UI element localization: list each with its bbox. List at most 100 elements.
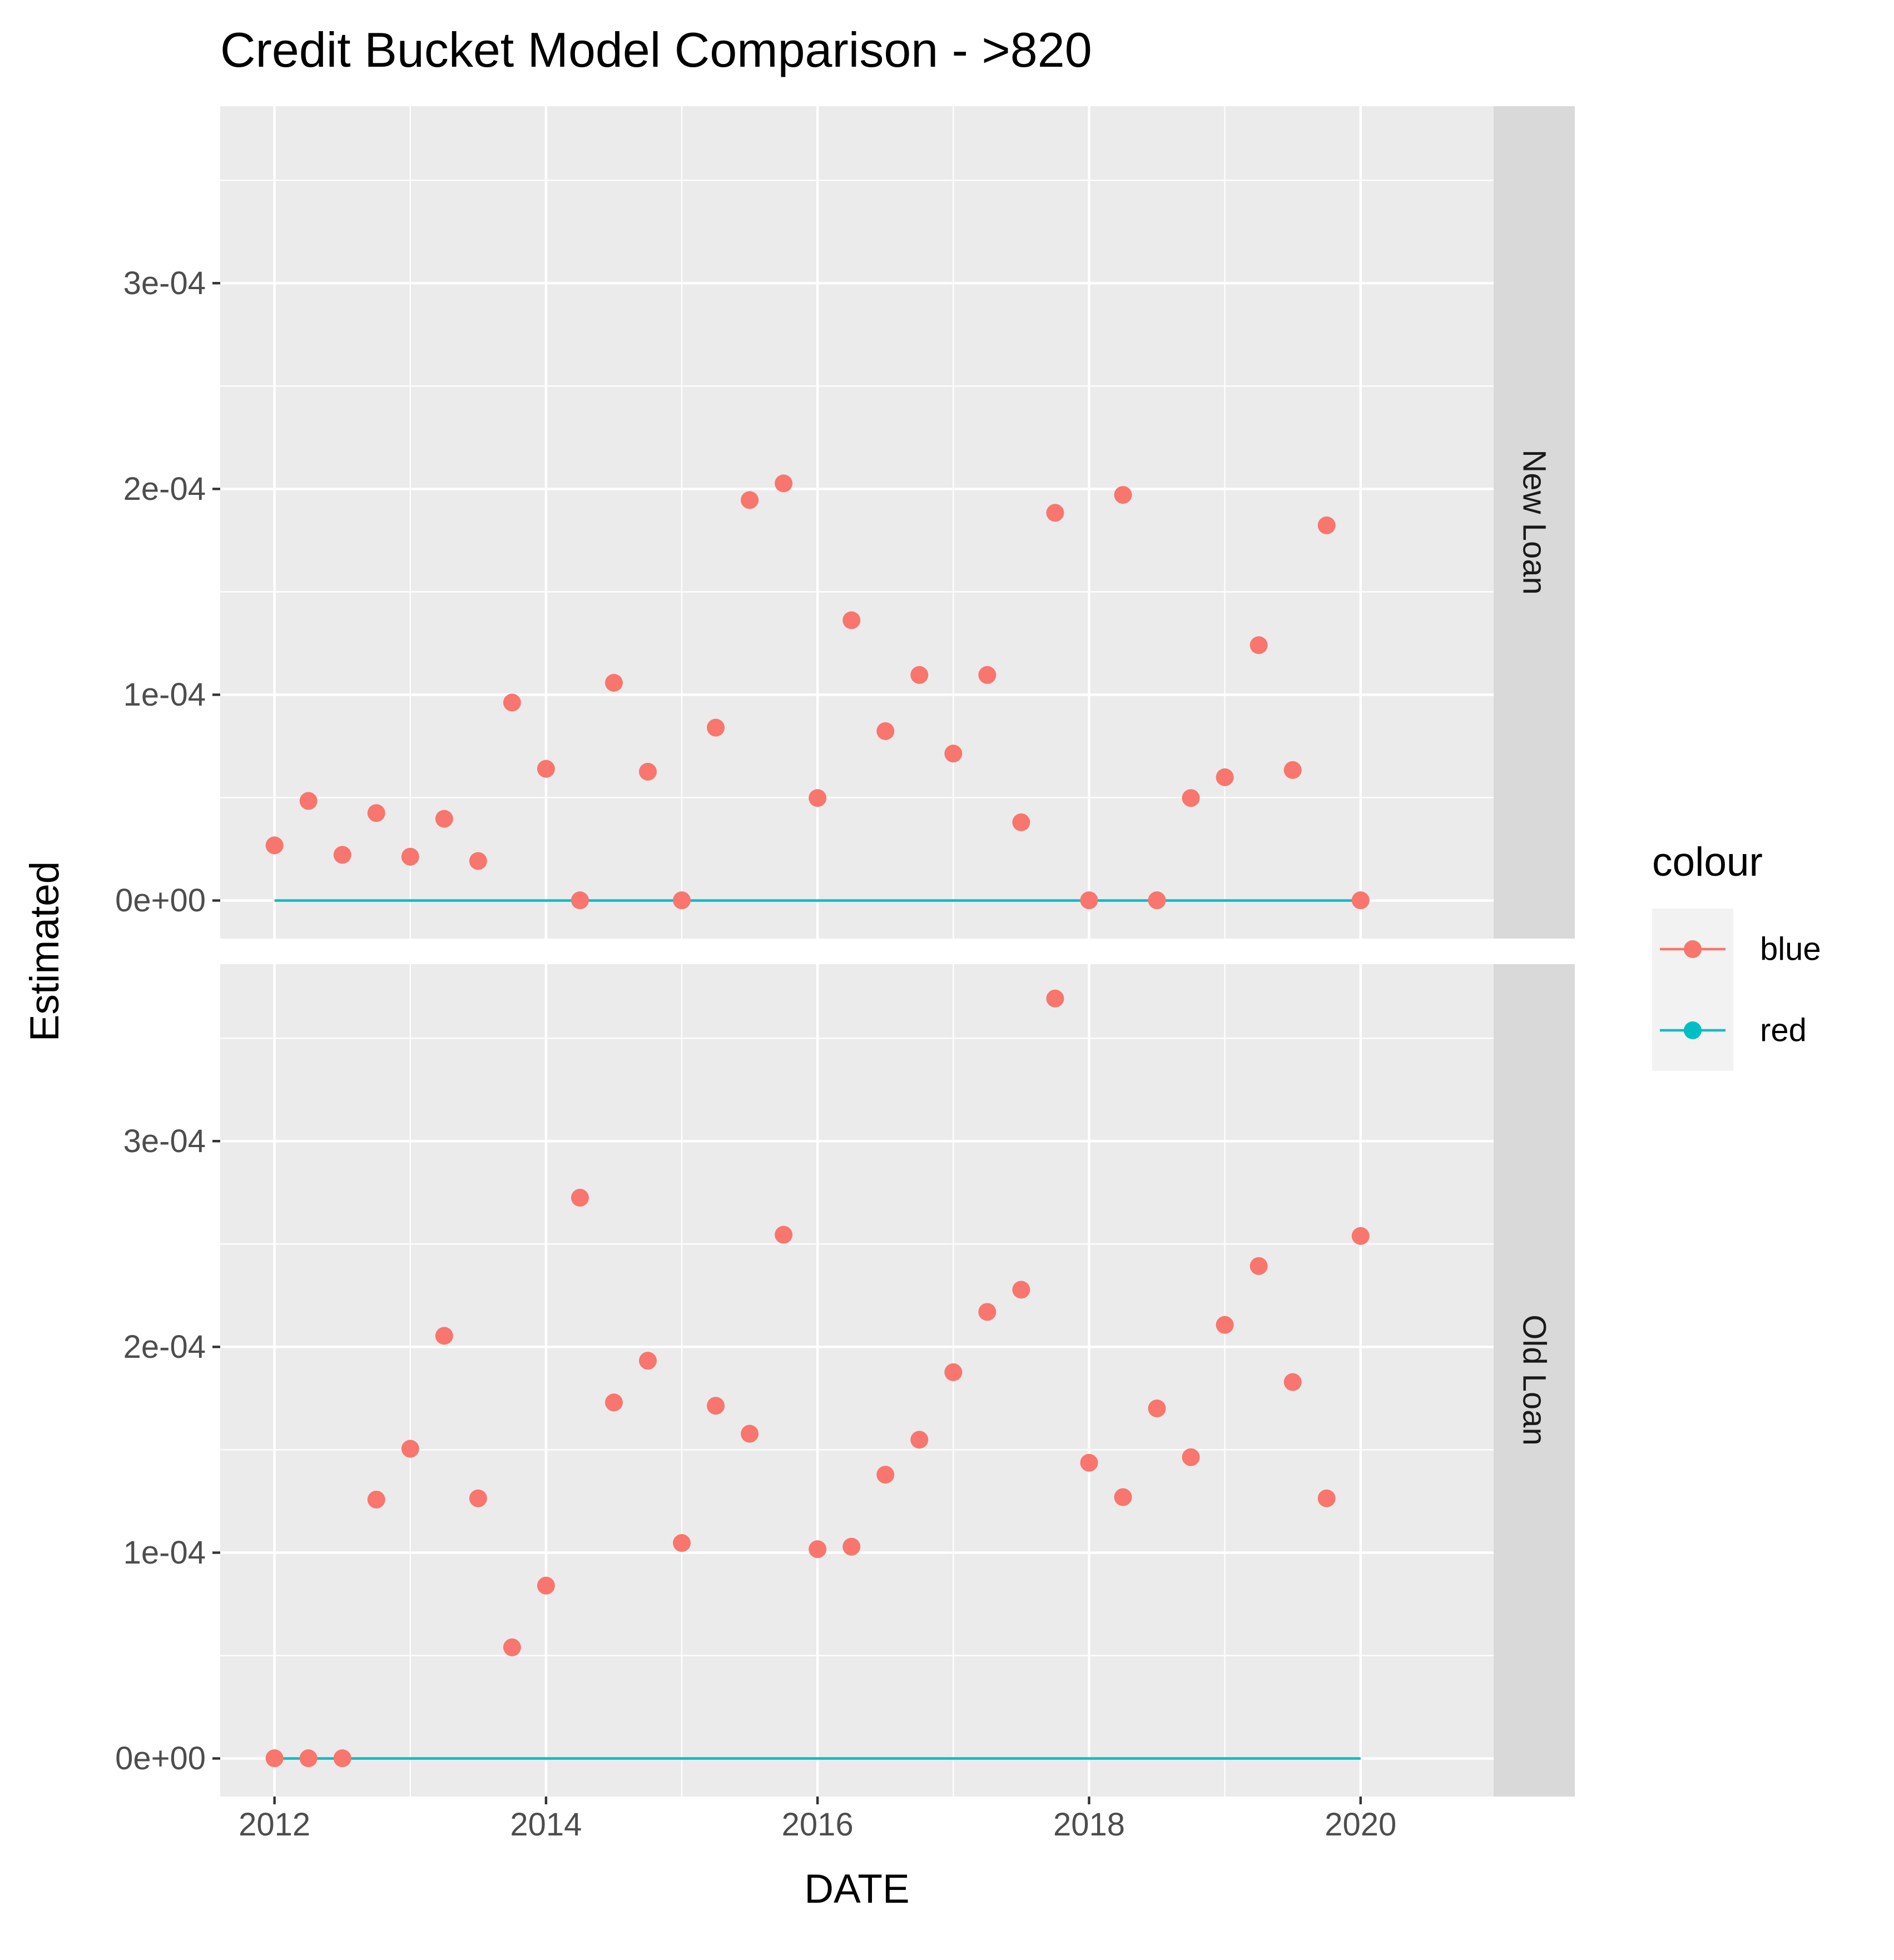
data-point (1148, 1400, 1166, 1418)
data-point (1250, 636, 1268, 654)
y-tick-label: 1e-04 (123, 677, 206, 713)
data-point (571, 1189, 589, 1207)
legend-key-point (1684, 1021, 1702, 1039)
facet-strip-label: Old Loan (1516, 1314, 1553, 1445)
data-point (265, 836, 284, 855)
data-point (333, 846, 351, 864)
y-tick-label: 3e-04 (123, 1123, 206, 1159)
data-point (401, 1440, 419, 1458)
x-tick-label: 2014 (510, 1807, 582, 1843)
data-point (435, 1327, 453, 1345)
data-point (1283, 761, 1302, 779)
x-tick-label: 2012 (239, 1807, 310, 1843)
data-point (571, 891, 589, 910)
data-point (537, 1576, 555, 1595)
data-point (469, 852, 487, 870)
data-point (775, 1225, 793, 1244)
data-point (1250, 1257, 1268, 1275)
chart-title: Credit Bucket Model Comparison - >820 (220, 22, 1092, 77)
x-axis-title: DATE (804, 1867, 909, 1912)
data-point (367, 1490, 385, 1509)
grid-minor (220, 106, 1494, 939)
data-point (435, 810, 453, 828)
data-point (741, 1425, 759, 1443)
data-point (707, 718, 725, 737)
data-point (1317, 516, 1336, 534)
legend: colour blue red (1652, 840, 1821, 1071)
data-point (1114, 1488, 1132, 1506)
data-point (299, 1749, 318, 1768)
data-point (876, 1466, 895, 1484)
data-point (876, 722, 895, 740)
x-tick-label: 2020 (1325, 1807, 1396, 1843)
x-tick-label: 2018 (1053, 1807, 1125, 1843)
series-blue-points (265, 474, 1370, 910)
data-point (639, 1352, 657, 1370)
data-point (1317, 1489, 1336, 1507)
data-point (775, 474, 793, 493)
x-tick-label: 2016 (782, 1807, 854, 1843)
data-point (1046, 504, 1064, 522)
data-point (1012, 813, 1030, 831)
data-point (1216, 768, 1234, 786)
y-tick-label: 2e-04 (123, 471, 206, 507)
data-point (401, 847, 419, 866)
data-point (707, 1397, 725, 1415)
data-point (809, 789, 827, 807)
data-point (842, 611, 861, 629)
panel-bg (220, 964, 1494, 1797)
x-axis: 2012 2014 2016 2018 2020 (239, 1797, 1396, 1843)
facet-old-loan: Old Loan 0e+00 1e-04 2e-04 3e-04 (115, 964, 1575, 1797)
data-point (503, 693, 521, 712)
y-axis: 0e+00 1e-04 2e-04 3e-04 (115, 1123, 220, 1777)
data-point (910, 1431, 929, 1449)
data-point (673, 891, 691, 910)
data-point (1182, 1448, 1200, 1466)
facet-strip-label: New Loan (1516, 449, 1553, 594)
data-point (537, 760, 555, 778)
legend-title: colour (1652, 840, 1763, 885)
y-axis-title: Estimated (22, 861, 67, 1042)
y-tick-label: 2e-04 (123, 1329, 206, 1365)
facet-strip (1494, 106, 1575, 939)
data-point (367, 804, 385, 822)
legend-entries: blue red (1652, 909, 1821, 1071)
data-point (910, 666, 929, 684)
data-point (1046, 989, 1064, 1008)
data-point (299, 792, 318, 810)
y-tick-label: 0e+00 (115, 882, 206, 919)
grid-minor (220, 964, 1494, 1797)
data-point (1148, 891, 1166, 910)
series-blue-points (265, 989, 1370, 1768)
data-point (1114, 486, 1132, 504)
y-tick-label: 3e-04 (123, 265, 206, 301)
legend-label: red (1760, 1013, 1807, 1049)
y-axis: 0e+00 1e-04 2e-04 3e-04 (115, 265, 220, 919)
data-point (503, 1638, 521, 1656)
data-point (978, 666, 996, 684)
data-point (1351, 1227, 1370, 1245)
data-point (1182, 789, 1200, 807)
data-point (639, 762, 657, 781)
legend-key-point (1684, 940, 1702, 958)
y-tick-label: 0e+00 (115, 1740, 206, 1777)
legend-label: blue (1760, 931, 1821, 967)
data-point (604, 673, 623, 692)
facet-new-loan: New Loan 0e+00 1e-04 2e-04 3e-04 (115, 106, 1575, 939)
data-point (1080, 1453, 1098, 1472)
data-point (978, 1303, 996, 1321)
panel-bg (220, 106, 1494, 939)
data-point (1216, 1316, 1234, 1334)
data-point (1080, 891, 1098, 910)
data-point (604, 1393, 623, 1412)
data-point (1351, 891, 1370, 910)
data-point (1012, 1281, 1030, 1299)
data-point (1283, 1373, 1302, 1391)
data-point (333, 1749, 351, 1768)
data-point (265, 1749, 284, 1768)
facet-strip (1494, 964, 1575, 1797)
data-point (944, 745, 963, 763)
data-point (842, 1537, 861, 1556)
data-point (741, 491, 759, 509)
